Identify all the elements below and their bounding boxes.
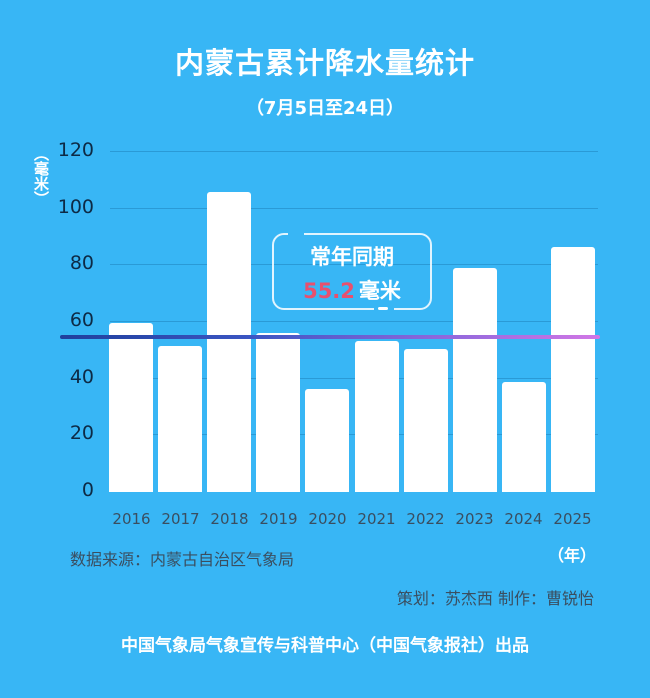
average-label: 常年同期 (310, 245, 394, 269)
callout-pointer (378, 307, 388, 310)
gridline (110, 321, 598, 322)
x-tick-label: 2022 (406, 510, 445, 528)
y-tick-label: 100 (57, 196, 94, 218)
x-tick-label: 2016 (112, 510, 151, 528)
x-tick-label: 2021 (357, 510, 396, 528)
x-axis-unit: （年） (548, 546, 597, 565)
bar-chart: 0 20 40 60 80 100 120 2016 2017 2018 2019 2020 2021 2… (57, 139, 598, 528)
y-tick-label: 120 (57, 139, 94, 161)
gridline (110, 208, 598, 209)
average-unit: 毫米 (358, 279, 401, 303)
x-tick-label: 2023 (455, 510, 494, 528)
bar-2025 (551, 247, 595, 492)
bar-2016 (109, 323, 153, 492)
bar-2021 (355, 341, 399, 492)
x-tick-label: 2017 (161, 510, 200, 528)
bar-2024 (502, 382, 546, 492)
y-axis-unit: （毫米） (32, 146, 50, 206)
gridline (110, 264, 598, 265)
y-tick-label: 20 (69, 422, 94, 444)
callout-border-gap (374, 307, 394, 311)
bar-2019 (256, 333, 300, 492)
bar-2017 (158, 346, 202, 492)
callout-border-gap (288, 232, 304, 236)
x-tick-label: 2024 (504, 510, 543, 528)
data-source: 数据来源：内蒙古自治区气象局 (70, 550, 295, 569)
y-tick-label: 40 (69, 366, 94, 388)
gridline (110, 378, 598, 379)
x-tick-label: 2018 (210, 510, 249, 528)
bar-2023 (453, 268, 497, 492)
gridline (110, 151, 598, 152)
bar-2020 (305, 389, 349, 492)
y-tick-label: 60 (69, 309, 94, 331)
bar-2022 (404, 349, 448, 492)
average-value: 55.2 (303, 279, 355, 303)
average-reference-line (60, 335, 600, 339)
chart-subtitle: （7月5日至24日） (245, 98, 405, 119)
chart-title: 内蒙古累计降水量统计 (174, 46, 475, 80)
average-callout: 常年同期 55.2 毫米 (272, 232, 432, 311)
x-tick-label: 2025 (553, 510, 592, 528)
x-tick-label: 2019 (259, 510, 298, 528)
x-tick-label: 2020 (308, 510, 347, 528)
bar-2018 (207, 192, 251, 492)
average-value-row: 55.2 毫米 (274, 275, 430, 305)
y-tick-label: 0 (81, 479, 94, 501)
gridline (110, 434, 598, 435)
publisher: 中国气象局气象宣传与科普中心（中国气象报社）出品 (121, 636, 529, 656)
y-tick-label: 80 (69, 252, 94, 274)
credits: 策划：苏杰西 制作：曹锐怡 (396, 589, 594, 608)
